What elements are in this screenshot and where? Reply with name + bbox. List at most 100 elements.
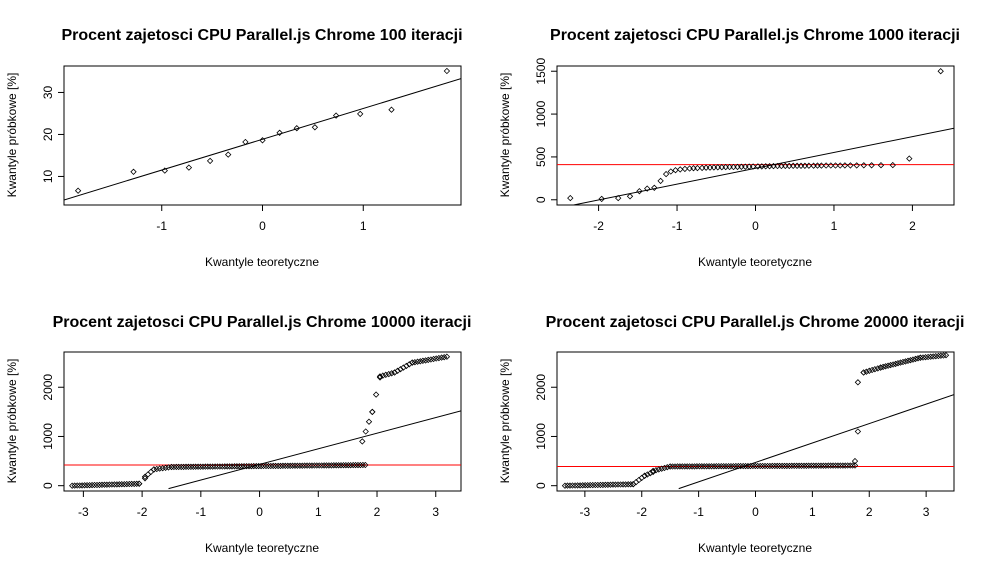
x-tick-label: 1 (360, 219, 367, 233)
data-point (131, 480, 138, 488)
y-tick-label: 10 (41, 169, 55, 183)
data-point (742, 462, 749, 470)
data-point (935, 352, 942, 360)
data-point (644, 185, 651, 192)
data-point (369, 408, 376, 416)
data-point (691, 463, 698, 470)
reference-lines (64, 78, 461, 201)
qq-panel-20000-iterations: Procent zajetosci CPU Parallel.js Chrome… (498, 314, 964, 555)
data-point (71, 482, 78, 489)
data-point (604, 481, 612, 488)
data-point (940, 352, 947, 359)
data-point (293, 125, 300, 132)
data-point (597, 481, 604, 489)
data-point (582, 482, 589, 489)
data-point (677, 166, 684, 173)
data-point (328, 462, 335, 469)
data-point (427, 356, 435, 363)
data-point (754, 462, 761, 470)
data-point (757, 462, 764, 470)
data-point (793, 462, 800, 469)
data-points (567, 68, 944, 203)
data-point (194, 463, 202, 470)
data-point (422, 357, 429, 364)
data-point (206, 157, 214, 165)
data-point (385, 370, 392, 378)
x-axis-label: Kwantyle teoretyczne (698, 255, 812, 269)
data-point (786, 462, 793, 470)
data-point (783, 462, 791, 470)
data-point (294, 462, 301, 469)
data-point (906, 155, 913, 162)
data-point (299, 462, 306, 469)
reference-lines (557, 127, 954, 205)
y-tick-label: 0 (534, 482, 548, 489)
data-point (681, 463, 688, 470)
data-point (625, 481, 632, 488)
data-point (849, 462, 856, 469)
data-point (805, 162, 813, 169)
data-point (727, 463, 735, 470)
data-point (837, 162, 844, 169)
data-point (316, 462, 323, 469)
data-point (837, 462, 844, 469)
data-point (101, 481, 108, 488)
data-point (847, 462, 854, 469)
data-point (236, 463, 243, 470)
data-point (909, 356, 917, 363)
data-point (242, 138, 249, 146)
data-point (818, 162, 825, 169)
data-point (854, 428, 862, 435)
data-point (778, 462, 786, 470)
data-point (725, 463, 732, 470)
data-point (86, 482, 93, 489)
data-point (333, 462, 340, 469)
data-point (827, 162, 834, 169)
data-points (74, 67, 451, 194)
data-point (579, 482, 586, 489)
data-point (769, 462, 776, 470)
data-point (810, 462, 817, 469)
data-point (250, 462, 257, 470)
data-point (679, 463, 686, 470)
data-point (671, 463, 679, 470)
data-point (602, 481, 609, 488)
data-point (853, 162, 860, 169)
data-point (397, 366, 404, 373)
data-point (118, 481, 125, 488)
data-point (592, 481, 599, 489)
data-point (156, 465, 163, 472)
data-point (207, 463, 214, 470)
data-point (567, 194, 574, 202)
data-point (795, 462, 803, 469)
data-point (362, 461, 369, 469)
data-point (350, 461, 357, 469)
data-point (914, 355, 922, 362)
data-point (569, 482, 576, 489)
data-point (255, 462, 262, 470)
x-tick-label: -1 (156, 219, 167, 233)
data-point (924, 353, 932, 361)
x-tick-label: -2 (593, 219, 604, 233)
data-point (253, 462, 260, 470)
data-point (693, 463, 701, 470)
data-point (866, 367, 873, 374)
data-point (330, 462, 337, 469)
data-point (345, 462, 352, 469)
data-point (199, 463, 207, 470)
data-point (111, 481, 118, 488)
data-point (661, 464, 668, 472)
data-point (262, 462, 270, 470)
data-point (614, 481, 622, 488)
data-point (376, 373, 384, 380)
data-point (221, 463, 228, 470)
data-point (805, 462, 812, 469)
data-point (417, 358, 424, 365)
data-point (684, 463, 691, 470)
data-point (827, 462, 834, 469)
data-point (749, 462, 757, 470)
data-point (749, 163, 757, 170)
data-point (930, 353, 937, 360)
data-point (576, 482, 584, 489)
